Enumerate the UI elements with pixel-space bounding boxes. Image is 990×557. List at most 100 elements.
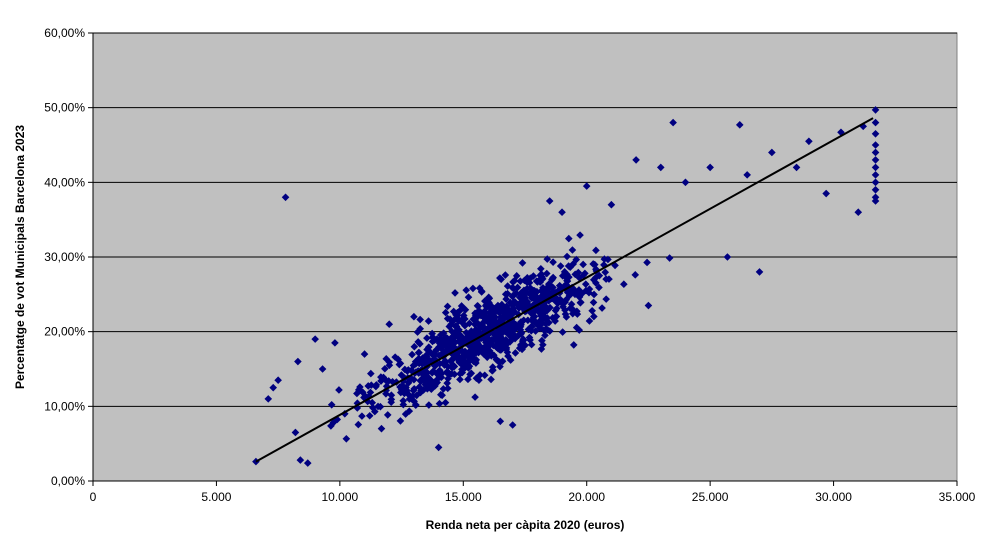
data-point: [537, 345, 546, 353]
data-point: [706, 163, 714, 172]
data-point: [485, 299, 493, 307]
data-point: [527, 327, 536, 335]
data-point: [577, 288, 585, 297]
data-point: [570, 286, 579, 294]
data-point: [462, 328, 471, 337]
data-point: [755, 268, 764, 276]
data-point: [385, 320, 394, 328]
data-point: [456, 369, 464, 378]
data-point: [482, 341, 491, 349]
data-point: [388, 377, 397, 386]
data-point: [385, 361, 394, 370]
data-point: [513, 283, 522, 292]
data-point: [371, 407, 379, 416]
data-point: [488, 327, 497, 336]
data-point: [537, 305, 546, 314]
trendline-group: [255, 117, 874, 463]
data-point: [327, 422, 335, 430]
data-point: [471, 330, 480, 339]
data-point: [480, 371, 489, 380]
data-point: [269, 383, 278, 392]
data-point: [464, 361, 472, 370]
data-point: [542, 325, 550, 334]
data-point: [487, 375, 495, 384]
data-point: [473, 336, 482, 345]
data-point: [435, 372, 444, 381]
data-point: [497, 275, 505, 284]
data-point: [498, 357, 507, 366]
data-point: [590, 260, 599, 269]
data-point: [364, 382, 373, 390]
grid-lines: [93, 32, 957, 407]
data-point: [508, 283, 517, 292]
data-point: [456, 330, 464, 339]
x-tick-label-3: 15.000: [445, 490, 482, 504]
data-point: [563, 276, 571, 285]
data-point: [475, 376, 483, 384]
x-tick-label-4: 20.000: [568, 490, 605, 504]
data-point: [410, 312, 418, 321]
data-point: [458, 355, 467, 364]
data-point: [544, 296, 553, 305]
data-point: [656, 163, 665, 172]
data-point: [497, 302, 505, 311]
data-point: [520, 276, 529, 285]
data-point: [552, 294, 561, 303]
data-point: [461, 334, 470, 343]
data-point: [491, 321, 500, 330]
data-point: [543, 286, 552, 295]
data-point: [469, 284, 477, 293]
data-point: [465, 336, 473, 344]
data-point: [467, 369, 476, 378]
data-point: [311, 335, 319, 343]
data-point: [488, 363, 497, 371]
data-point: [589, 298, 598, 307]
data-point: [541, 331, 549, 340]
data-point: [620, 280, 628, 289]
data-point: [489, 313, 497, 322]
data-point: [542, 269, 551, 278]
data-point: [438, 339, 446, 348]
data-point: [549, 258, 557, 266]
data-point: [509, 318, 517, 327]
data-point: [340, 410, 349, 418]
data-point: [428, 369, 437, 377]
data-point: [569, 260, 578, 268]
data-point: [382, 382, 391, 391]
data-point: [871, 141, 880, 149]
data-point: [360, 350, 369, 358]
data-point: [443, 336, 452, 345]
data-point: [560, 281, 569, 290]
data-point: [519, 316, 528, 325]
data-point: [507, 322, 515, 331]
data-point: [471, 326, 480, 335]
y-tick-label-2: 20,00%: [44, 325, 85, 339]
data-point: [474, 348, 483, 357]
data-point: [412, 391, 421, 400]
data-point: [435, 359, 444, 368]
data-point: [435, 366, 444, 375]
data-point: [422, 351, 431, 359]
data-point: [644, 301, 653, 310]
data-point: [822, 189, 830, 198]
data-point: [416, 340, 424, 348]
data-point: [353, 404, 362, 412]
data-point: [476, 342, 484, 351]
data-point: [792, 163, 801, 172]
data-point: [604, 255, 612, 264]
data-point: [402, 388, 411, 396]
data-point: [423, 334, 431, 342]
data-point: [471, 320, 479, 329]
data-point: [480, 307, 489, 316]
data-point: [439, 329, 448, 337]
data-point: [410, 384, 419, 393]
data-point: [592, 246, 600, 255]
data-point: [556, 262, 565, 270]
data-point: [461, 347, 469, 356]
data-point: [487, 349, 495, 358]
data-point: [564, 262, 573, 270]
data-point: [399, 377, 408, 386]
data-point: [540, 285, 548, 294]
data-point: [499, 314, 507, 322]
